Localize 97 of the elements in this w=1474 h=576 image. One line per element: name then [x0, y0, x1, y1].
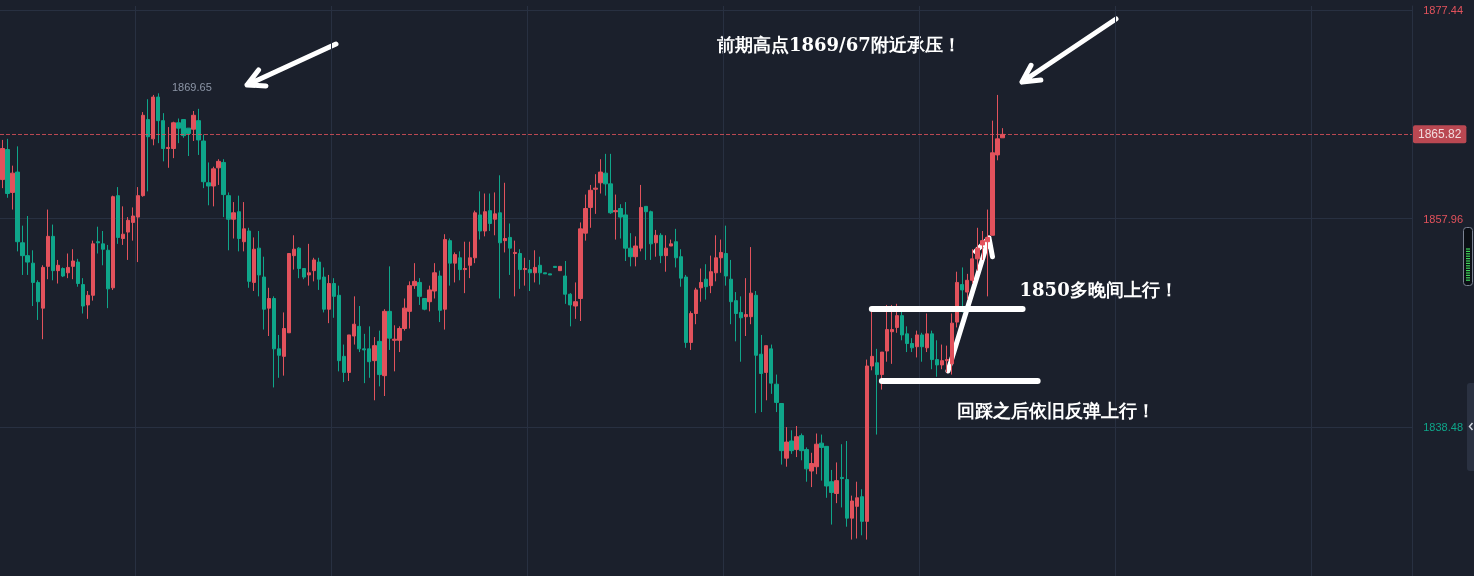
candlestick [71, 248, 75, 280]
candlestick [206, 161, 211, 206]
candlestick [598, 158, 603, 194]
candlestick [121, 205, 125, 246]
candlestick [458, 250, 462, 281]
candlestick [15, 145, 20, 252]
candlestick [895, 303, 899, 334]
candlestick [211, 166, 216, 207]
candlestick [925, 313, 929, 353]
candlestick [372, 336, 377, 401]
candlestick [312, 257, 316, 282]
candlestick [443, 233, 447, 331]
candlestick [106, 244, 110, 309]
candlestick [724, 225, 728, 287]
candlestick [784, 426, 789, 468]
candlestick [704, 263, 708, 301]
y-tick-label: 1877.44 [1423, 3, 1463, 16]
candlestick [226, 191, 231, 251]
candlestick [478, 190, 482, 241]
candlestick [46, 209, 50, 280]
candlestick [448, 238, 452, 287]
candlestick [377, 330, 382, 387]
candlestick [920, 332, 924, 363]
y-tick-label: 1838.48 [1423, 421, 1463, 434]
y-tick-label: 1857.96 [1423, 212, 1463, 225]
candlestick [553, 265, 557, 268]
candlestick [794, 425, 799, 458]
candlestick [422, 298, 427, 311]
ref-line-label: 1850多晚间上行！ [1019, 278, 1178, 300]
candlestick [76, 258, 80, 288]
candlestick [66, 253, 70, 279]
candlestick [503, 182, 507, 253]
candlestick [573, 281, 578, 320]
candlestick [654, 229, 658, 258]
candlestick [840, 443, 844, 508]
candlestick [533, 249, 537, 283]
candlestick [528, 259, 532, 292]
candlestick [81, 277, 85, 314]
candlestick [875, 348, 879, 436]
candlestick [257, 230, 261, 297]
candlestick [699, 268, 703, 303]
candlestick [231, 201, 236, 239]
candlestick [764, 345, 768, 401]
candlestick [588, 184, 593, 229]
candlestick [493, 191, 497, 236]
candlestick [56, 259, 60, 284]
annotation: 1869.65 [172, 80, 212, 93]
candlestick [101, 230, 105, 266]
candlestick [262, 256, 266, 331]
candlestick [51, 224, 55, 281]
candlestick [669, 239, 673, 247]
candlestick [116, 186, 120, 245]
candlestick [845, 440, 849, 528]
candlestick [111, 195, 115, 291]
candlestick [558, 265, 562, 272]
candlestick [216, 158, 221, 186]
candlestick [0, 139, 5, 189]
candlestick [463, 241, 467, 294]
candlestick [252, 236, 256, 292]
ref-line-label: 1865.82 [1418, 127, 1462, 142]
candlestick [659, 232, 663, 264]
candlestick [327, 274, 331, 324]
candlestick [915, 330, 919, 358]
candlestick [267, 287, 271, 337]
candlestick [508, 223, 512, 276]
candlestick [417, 277, 422, 306]
candlestick [593, 173, 598, 215]
candlestick [387, 265, 392, 351]
candlestick [382, 308, 387, 397]
candlestick [488, 193, 492, 232]
candlestick [664, 234, 668, 273]
candlestick [769, 344, 773, 395]
candlestick [307, 243, 311, 287]
candlestick [221, 158, 226, 218]
candlestick [247, 227, 251, 289]
candlestick [774, 374, 779, 413]
candlestick [860, 488, 864, 536]
candlestick [613, 194, 618, 241]
candlestick [779, 403, 784, 466]
candlestick [834, 461, 839, 504]
candlestick [237, 195, 241, 252]
candlestick [96, 226, 100, 254]
candlestick [523, 257, 527, 287]
candlestick [518, 248, 522, 290]
ref-line-label: 回踩之后依旧反弹上行！ [956, 399, 1155, 421]
candlestick [146, 98, 150, 192]
candlestick [453, 251, 457, 283]
candlestick [10, 165, 15, 211]
candlestick [513, 240, 517, 297]
candlestick [438, 270, 442, 323]
candlestick [498, 174, 502, 299]
candlestick [41, 264, 45, 340]
candlestick [5, 138, 10, 199]
candlestick [242, 201, 246, 252]
candlestick [483, 193, 487, 237]
candlestick [61, 266, 65, 278]
candlestick [789, 429, 794, 455]
